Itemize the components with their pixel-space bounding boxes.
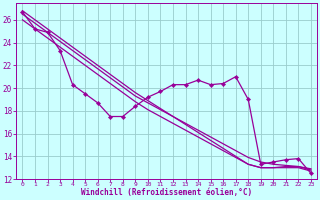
X-axis label: Windchill (Refroidissement éolien,°C): Windchill (Refroidissement éolien,°C) (81, 188, 252, 197)
